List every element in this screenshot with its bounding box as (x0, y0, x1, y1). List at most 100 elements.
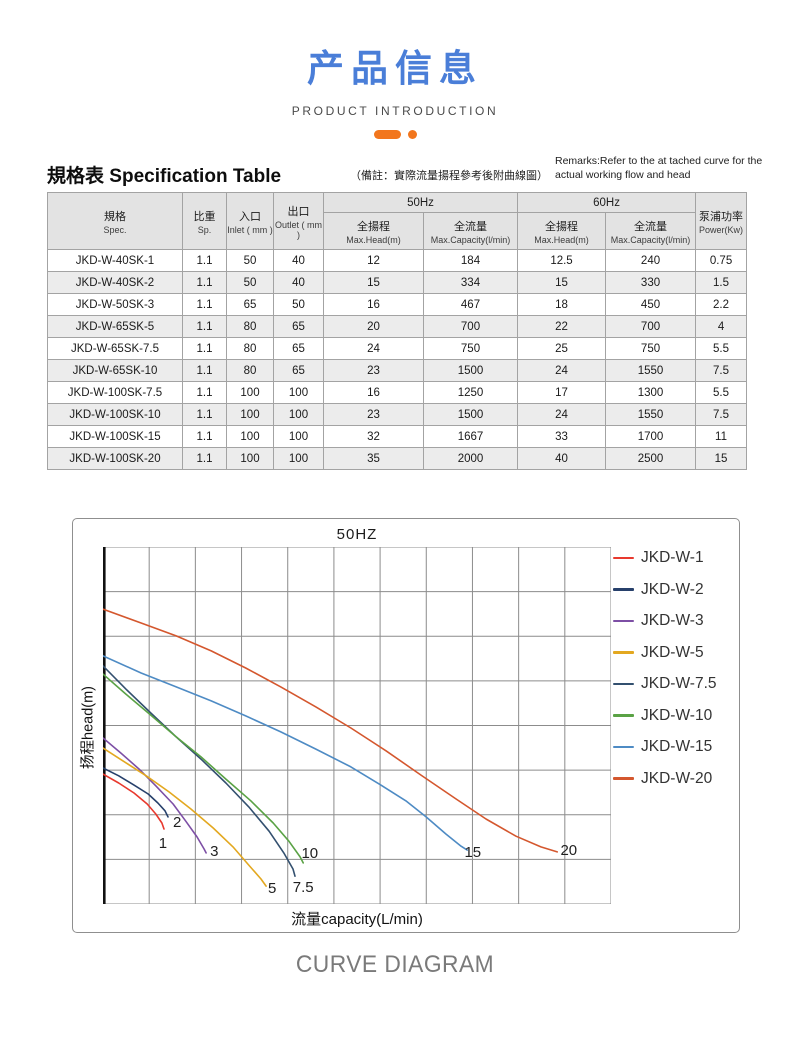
col-header-capacity-60hz: 全流量 Max.Capacity(l/min) (605, 212, 697, 250)
table-cell: 184 (422, 249, 519, 272)
table-cell: 18 (517, 293, 607, 316)
table-cell: JKD-W-50SK-3 (47, 293, 183, 316)
col-header-inlet: 入口 Inlet ( mm ) (226, 192, 274, 250)
table-cell: 65 (273, 337, 324, 360)
legend-line-icon (613, 588, 634, 591)
spec-table-title: 規格表 Specification Table (47, 161, 281, 188)
table-row: JKD-W-100SK-20 1.1 100 100 35 2000 40 2500 15 (47, 447, 748, 470)
table-cell: 100 (226, 447, 274, 470)
table-cell: 17 (517, 381, 607, 404)
col-header-sp: 比重 Sp. (182, 192, 227, 250)
legend-line-icon (613, 682, 634, 686)
table-cell: 100 (226, 381, 274, 404)
col-header-spec-cn: 規格 (104, 210, 126, 223)
col-header-sp-en: Sp. (197, 224, 212, 235)
table-cell: 100 (273, 381, 324, 404)
table-row: JKD-W-100SK-7.5 1.1 100 100 16 1250 17 1300 5.5 (47, 381, 748, 404)
legend-label: JKD-W-5 (641, 643, 704, 661)
table-cell: 1700 (605, 425, 697, 448)
col-header-outlet-cn: 出口 (287, 205, 310, 218)
table-cell: 100 (226, 403, 274, 426)
table-cell: 330 (605, 271, 697, 294)
table-cell: 100 (273, 403, 324, 426)
legend-label: JKD-W-1 (641, 549, 704, 566)
table-cell: 33 (517, 425, 607, 448)
table-row: JKD-W-65SK-7.5 1.1 80 65 24 750 25 750 5.5 (47, 337, 748, 360)
col-header-inlet-cn: 入口 (239, 210, 261, 223)
curve-label-20: 20 (560, 842, 577, 859)
table-cell: 50 (273, 293, 324, 316)
table-cell: 1500 (422, 403, 519, 426)
table-cell: 1.1 (182, 293, 227, 316)
table-cell: 1.1 (182, 381, 227, 404)
col-header-outlet: 出口 Outlet ( mm ) (273, 192, 324, 250)
spec-remarks: Remarks:Refer to the at tached curve for… (555, 155, 763, 181)
table-cell: 700 (422, 315, 519, 338)
legend-line-icon (613, 651, 634, 654)
chart-y-axis-label: 扬程head(m) (80, 686, 97, 769)
table-cell: 750 (605, 337, 697, 360)
legend-item: JKD-W-1 (613, 549, 717, 567)
legend-item: JKD-W-5 (613, 644, 717, 662)
table-cell: 50 (226, 271, 274, 294)
spec-table-body: JKD-W-40SK-1 1.1 50 40 12 184 12.5 240 0.75 JKD-W… (47, 249, 748, 470)
legend-line-icon (613, 777, 634, 780)
table-cell: 40 (273, 249, 324, 272)
table-cell: 32 (323, 425, 424, 448)
table-cell: JKD-W-40SK-2 (47, 271, 183, 294)
table-cell: 24 (323, 337, 424, 360)
table-cell: 25 (517, 337, 607, 360)
curve-JKD-W-1 (103, 773, 165, 830)
table-cell: 100 (273, 447, 324, 470)
table-cell: 40 (517, 447, 607, 470)
table-cell: 1500 (422, 359, 519, 382)
legend-item: JKD-W-2 (613, 581, 717, 599)
table-cell: 0.75 (695, 249, 748, 272)
table-cell: 1.5 (695, 271, 748, 294)
chart-x-axis-label: 流量capacity(L/min) (291, 911, 423, 928)
legend-line-icon (613, 745, 634, 749)
curve-chart: 50HZ 扬程head(m) 1 2 3 5 7.5 10 15 20 流量capacity(… (72, 518, 740, 933)
table-header-group-row: 規格 Spec. 比重 Sp. 入口 Inlet ( mm ) 出口 Outle… (47, 192, 748, 250)
table-cell: 24 (517, 359, 607, 382)
table-cell: 1.1 (182, 337, 227, 360)
table-cell: 1.1 (182, 315, 227, 338)
table-cell: 5.5 (695, 381, 748, 404)
table-cell: 2.2 (695, 293, 748, 316)
table-row: JKD-W-40SK-1 1.1 50 40 12 184 12.5 240 0.75 (47, 249, 748, 272)
table-cell: 100 (226, 425, 274, 448)
legend-item: JKD-W-10 (613, 707, 717, 725)
table-cell: JKD-W-100SK-20 (47, 447, 183, 470)
table-cell: 1.1 (182, 249, 227, 272)
table-cell: 12 (323, 249, 424, 272)
curve-label-3: 3 (210, 843, 218, 860)
table-cell: 1300 (605, 381, 697, 404)
table-cell: 700 (605, 315, 697, 338)
page-subtitle: PRODUCT INTRODUCTION (291, 104, 499, 118)
table-cell: 1667 (422, 425, 519, 448)
table-cell: 1250 (422, 381, 519, 404)
curve-label-1: 1 (159, 835, 167, 852)
table-cell: 80 (226, 337, 274, 360)
curve-JKD-W-7.5 (103, 665, 296, 877)
legend-label: JKD-W-3 (641, 612, 704, 629)
table-cell: 23 (323, 359, 424, 382)
legend-item: JKD-W-7.5 (613, 675, 717, 693)
table-cell: 100 (273, 425, 324, 448)
legend-item: JKD-W-3 (613, 612, 717, 630)
legend-label: JKD-W-20 (641, 769, 713, 787)
spec-table: 規格 Spec. 比重 Sp. 入口 Inlet ( mm ) 出口 Outle… (47, 192, 748, 470)
table-cell: 1.1 (182, 403, 227, 426)
spec-table-head: 規格 Spec. 比重 Sp. 入口 Inlet ( mm ) 出口 Outle… (47, 192, 748, 250)
legend-line-icon (613, 714, 634, 717)
table-cell: 65 (273, 315, 324, 338)
table-cell: 2500 (605, 447, 697, 470)
spec-table-title-cn: 規格表 (47, 166, 105, 187)
col-header-capacity-50hz: 全流量 Max.Capacity(l/min) (422, 212, 519, 250)
table-cell: 65 (226, 293, 274, 316)
divider-dot-icon (407, 130, 417, 139)
table-cell: 16 (323, 293, 424, 316)
table-row: JKD-W-65SK-5 1.1 80 65 20 700 22 700 4 (47, 315, 748, 338)
col-header-head-50hz: 全揚程 Max.Head(m) (323, 212, 424, 250)
table-header-sub-row: 全揚程 Max.Head(m) 全流量 Max.Capacity(l/min) … (48, 212, 747, 250)
